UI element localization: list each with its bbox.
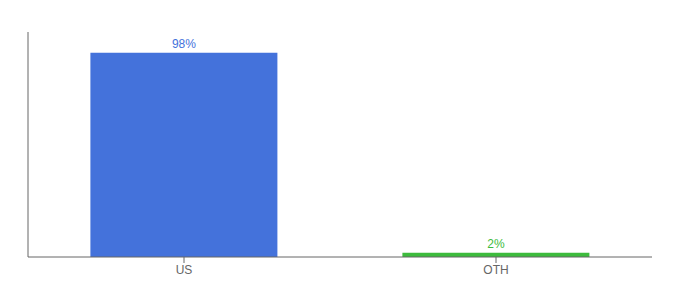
svg-text:2%: 2%: [487, 237, 505, 251]
svg-text:US: US: [176, 263, 193, 277]
svg-text:98%: 98%: [172, 37, 196, 51]
svg-text:OTH: OTH: [483, 263, 508, 277]
